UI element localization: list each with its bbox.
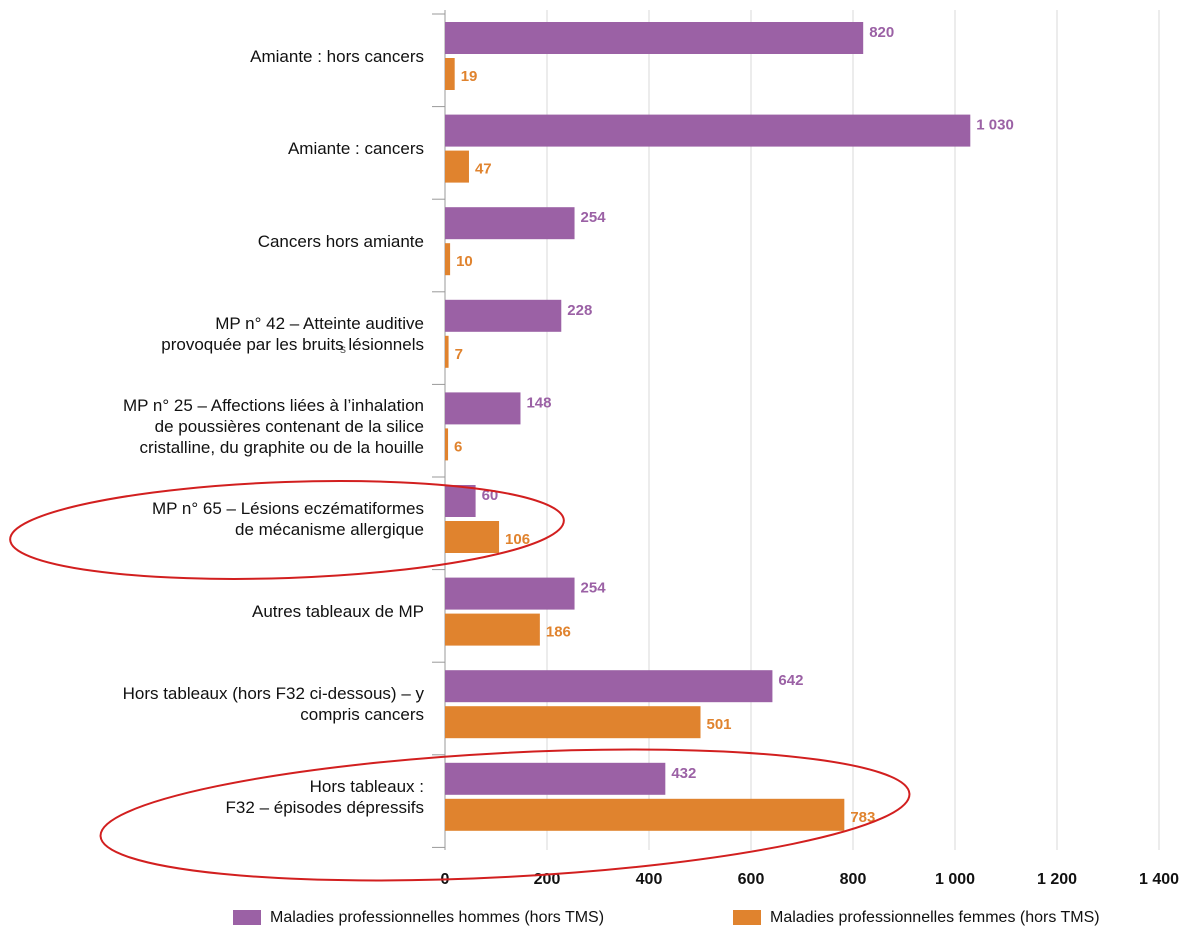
data-label: 820	[869, 24, 894, 41]
data-label: 186	[546, 624, 571, 641]
legend-label: Maladies professionnelles femmes (hors T…	[770, 909, 1100, 926]
y-tick-label: MP n° 42 – Atteinte auditive provoquée p…	[161, 313, 424, 354]
bar	[445, 299, 562, 332]
highlight-ellipse	[9, 480, 565, 580]
legend-swatch	[733, 910, 761, 925]
legend-label: Maladies professionnelles hommes (hors T…	[270, 909, 604, 926]
legend-swatch	[233, 910, 261, 925]
y-tick-label: Amiante : cancers	[287, 139, 424, 159]
data-label: 1 030	[976, 117, 1014, 134]
data-label: 501	[707, 716, 732, 733]
x-tick-label: 600	[738, 871, 765, 888]
x-tick-label: 400	[636, 871, 663, 888]
bar	[445, 521, 500, 553]
bar	[445, 428, 449, 461]
data-label: 254	[581, 580, 607, 597]
data-label: 19	[461, 68, 478, 85]
data-label: 783	[850, 809, 875, 826]
stray-text: s	[340, 342, 346, 356]
y-tick-label: Amiante : hors cancers	[250, 46, 424, 66]
bar	[445, 58, 455, 90]
data-label: 7	[455, 346, 463, 363]
bar	[445, 485, 476, 517]
y-tick-label: Cancers hors amiante	[257, 231, 424, 251]
x-tick-label: 1 000	[935, 871, 975, 888]
x-tick-label: 1 400	[1139, 871, 1179, 888]
bar	[445, 114, 971, 147]
bar	[445, 798, 845, 831]
data-label: 47	[475, 161, 492, 178]
data-label: 10	[456, 253, 473, 270]
y-tick-label: Hors tableaux (hors F32 ci-dessous) – y …	[122, 684, 424, 725]
y-tick-label: MP n° 65 – Lésions eczématiformes de méc…	[152, 499, 424, 539]
data-label: 6	[454, 438, 462, 455]
data-label: 106	[505, 531, 530, 548]
bar	[445, 22, 864, 54]
bar	[445, 392, 521, 425]
highlight-ellipse	[99, 748, 911, 882]
bar	[445, 613, 540, 646]
y-tick-label: MP n° 25 – Affections liées à l’inhalati…	[122, 395, 424, 457]
data-label: 254	[581, 209, 607, 226]
bar	[445, 577, 575, 610]
y-tick-label: Autres tableaux de MP	[252, 602, 424, 622]
data-label: 228	[567, 302, 592, 319]
bar	[445, 762, 666, 795]
x-tick-label: 1 200	[1037, 871, 1077, 888]
data-label: 148	[526, 394, 551, 411]
bar	[445, 207, 575, 240]
bar	[445, 670, 773, 703]
bar	[445, 243, 451, 276]
bar	[445, 706, 701, 739]
data-label: 642	[778, 672, 803, 689]
x-tick-label: 800	[840, 871, 867, 888]
bar	[445, 335, 449, 368]
data-label: 432	[671, 765, 696, 782]
y-tick-label: Hors tableaux : F32 – épisodes dépressif…	[225, 776, 424, 817]
bar	[445, 150, 469, 183]
